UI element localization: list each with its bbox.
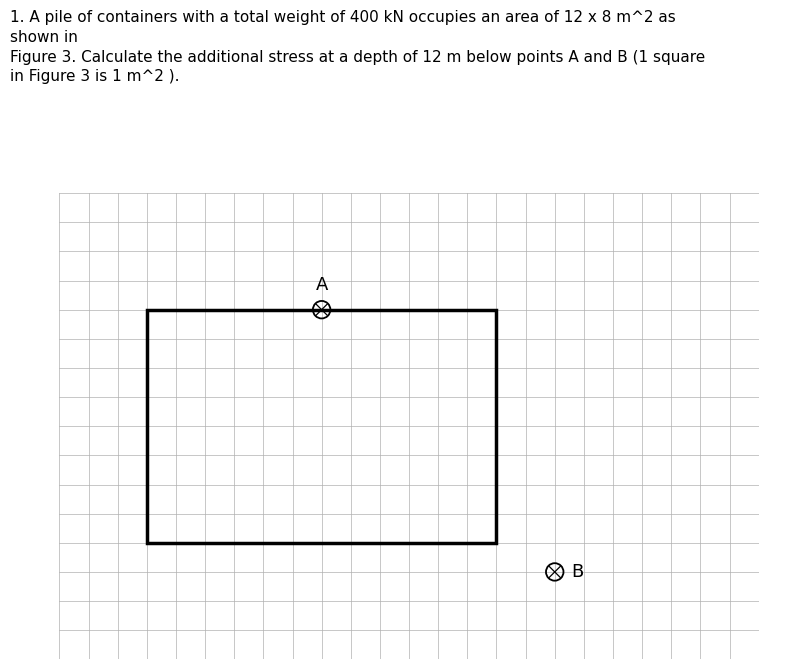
Text: 1. A pile of containers with a total weight of 400 kN occupies an area of 12 x 8: 1. A pile of containers with a total wei… bbox=[10, 10, 705, 85]
Text: B: B bbox=[571, 563, 583, 581]
Text: A: A bbox=[315, 276, 328, 294]
Bar bbox=[147, 310, 497, 543]
